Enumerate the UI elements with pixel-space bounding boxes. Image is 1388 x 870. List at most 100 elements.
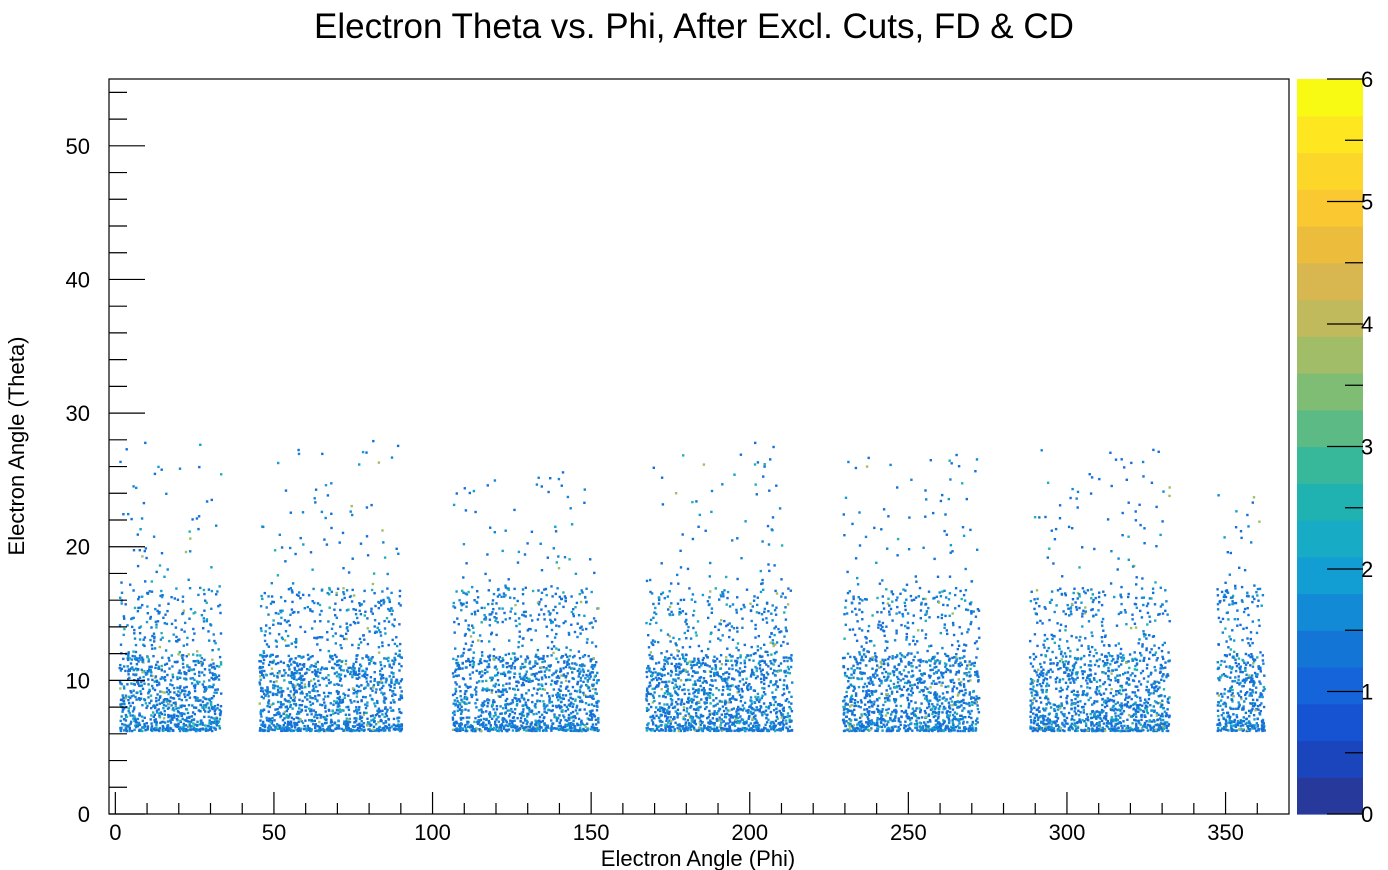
data-point — [775, 715, 779, 718]
data-point — [278, 670, 281, 673]
data-point — [472, 489, 476, 493]
data-point — [370, 503, 373, 507]
data-point — [779, 669, 782, 672]
data-point — [700, 689, 704, 692]
data-point — [344, 659, 348, 663]
data-point — [486, 705, 489, 708]
data-point — [293, 666, 296, 670]
data-point — [755, 727, 758, 730]
data-point — [138, 728, 141, 732]
data-point — [340, 646, 343, 650]
data-point — [564, 620, 567, 623]
data-point — [481, 723, 484, 726]
data-point — [400, 723, 403, 726]
data-point — [165, 728, 168, 731]
data-point — [319, 668, 323, 671]
data-point — [509, 671, 512, 674]
data-point — [564, 709, 567, 713]
data-point — [398, 728, 401, 731]
data-point — [158, 729, 161, 733]
data-point — [297, 712, 301, 715]
data-point — [314, 713, 317, 717]
data-point — [162, 707, 165, 710]
data-point — [689, 722, 692, 725]
data-point — [762, 678, 766, 682]
data-point — [136, 668, 140, 671]
data-point — [261, 687, 264, 690]
data-point — [314, 665, 317, 668]
data-point — [521, 644, 524, 647]
data-point — [594, 619, 597, 623]
data-point — [455, 662, 458, 665]
data-point — [645, 695, 648, 698]
data-point — [657, 708, 660, 712]
data-point — [735, 712, 738, 716]
data-point — [687, 699, 691, 703]
data-point — [530, 530, 534, 533]
data-point — [675, 700, 678, 704]
data-point — [715, 687, 718, 690]
data-point — [274, 727, 277, 730]
data-point — [316, 690, 319, 693]
data-point — [297, 452, 301, 456]
data-point — [217, 605, 220, 608]
data-point — [526, 657, 530, 660]
data-point — [496, 595, 500, 598]
data-point — [483, 613, 486, 617]
data-point — [272, 623, 275, 626]
data-point — [691, 537, 695, 541]
data-point — [511, 652, 515, 655]
data-point — [215, 676, 219, 679]
data-point — [555, 647, 558, 650]
data-point — [358, 705, 361, 709]
data-point — [177, 715, 180, 718]
data-point — [352, 725, 355, 729]
data-point — [682, 655, 685, 658]
data-point — [554, 704, 558, 708]
data-point — [677, 582, 680, 585]
data-point — [216, 688, 219, 691]
data-point — [212, 665, 215, 669]
data-point — [351, 667, 354, 670]
data-point — [782, 725, 785, 729]
data-point — [305, 671, 308, 674]
data-point — [714, 704, 717, 707]
data-point — [320, 636, 324, 639]
data-point — [579, 700, 582, 703]
data-point — [303, 663, 306, 666]
data-point — [521, 662, 524, 666]
data-point — [326, 494, 330, 497]
data-point — [342, 692, 345, 695]
data-point — [478, 659, 482, 663]
data-point — [725, 575, 728, 579]
data-point — [767, 665, 770, 668]
data-point — [567, 680, 571, 683]
data-point — [472, 656, 475, 660]
data-point — [325, 667, 328, 670]
data-point — [651, 673, 654, 676]
data-point — [459, 722, 463, 725]
data-point — [686, 629, 690, 632]
data-point — [397, 720, 400, 723]
data-point — [469, 685, 472, 689]
data-point — [397, 723, 400, 726]
data-point — [131, 654, 134, 658]
data-point — [381, 709, 384, 712]
data-point — [666, 709, 669, 712]
data-point — [763, 726, 766, 729]
data-point — [396, 444, 400, 448]
data-point — [216, 703, 220, 707]
data-point — [788, 725, 791, 728]
data-point — [672, 686, 676, 689]
data-point — [597, 721, 600, 724]
data-point — [720, 619, 723, 622]
data-point — [272, 684, 275, 687]
data-point — [541, 687, 544, 691]
data-point — [289, 703, 292, 707]
data-point — [298, 687, 301, 691]
data-point — [561, 471, 565, 474]
data-point — [571, 697, 574, 701]
data-point — [456, 729, 459, 733]
data-point — [339, 673, 343, 676]
data-point — [570, 721, 573, 725]
